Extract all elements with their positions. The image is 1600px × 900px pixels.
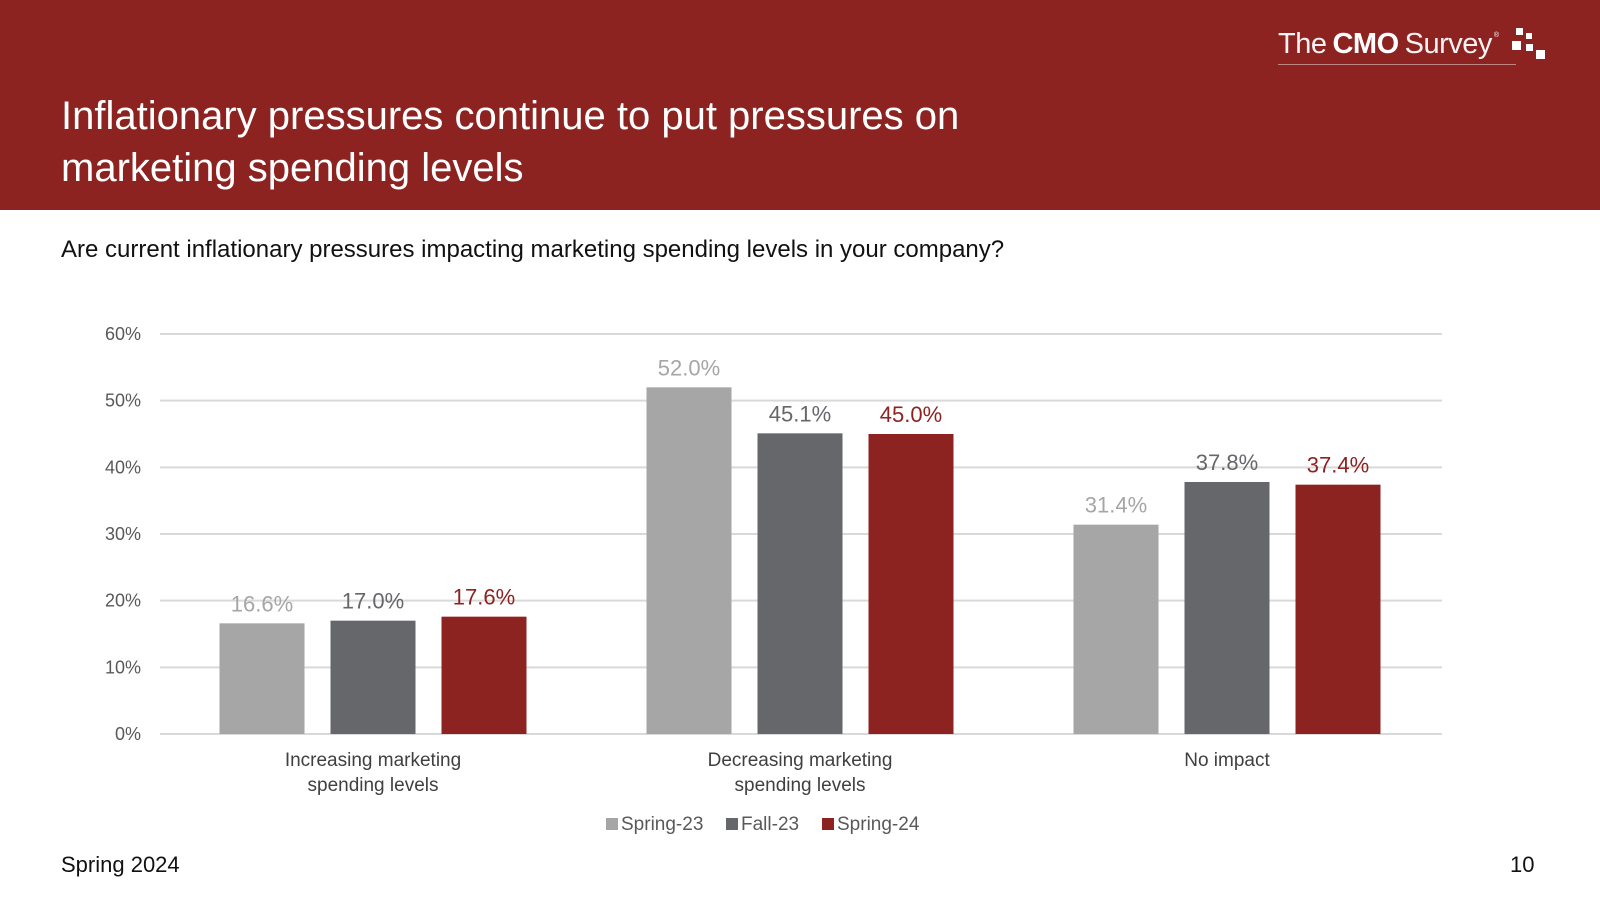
bar-chart: 0% 10% 20% 30% 40% 50% 60% 16.6% 52.0% 31.4% 17.0%…: [105, 324, 1442, 835]
logo-registered-mark: ®: [1493, 32, 1499, 39]
page-number: 10: [1510, 852, 1535, 877]
legend-label: Fall-23: [741, 814, 799, 835]
x-category-label-line: Increasing marketing: [285, 750, 461, 771]
data-label: 45.1%: [769, 401, 831, 426]
data-label: 16.6%: [231, 591, 293, 616]
x-category-label-line: spending levels: [308, 775, 439, 796]
x-category-label-line: Decreasing marketing: [708, 750, 893, 771]
legend-swatch: [822, 818, 834, 830]
legend-swatch: [606, 818, 618, 830]
legend-swatch: [726, 818, 738, 830]
bar: [330, 620, 416, 734]
bar: [1295, 484, 1381, 734]
survey-question: Are current inflationary pressures impac…: [61, 236, 1005, 263]
bar: [1073, 524, 1159, 734]
y-tick-label: 0%: [115, 724, 141, 744]
page-title: Inflationary pressures continue to put p…: [61, 94, 960, 190]
x-category-label-line: No impact: [1184, 750, 1270, 771]
data-label: 37.8%: [1196, 450, 1258, 475]
legend-label: Spring-24: [837, 814, 920, 835]
cmo-survey-logo: The CMO Survey ®: [1278, 28, 1499, 68]
legend-label: Spring-23: [621, 814, 703, 835]
logo-text-cmo: CMO: [1332, 28, 1399, 60]
y-tick-label: 60%: [105, 324, 141, 344]
header-banner: Inflationary pressures continue to put p…: [0, 0, 1600, 210]
logo-text-survey: Survey: [1404, 28, 1493, 60]
bar: [441, 616, 527, 734]
data-label: 31.4%: [1085, 493, 1147, 518]
bar: [1184, 482, 1270, 734]
logo-squares-icon: [1512, 28, 1548, 64]
x-category-label-line: spending levels: [735, 775, 866, 796]
logo-text-the: The: [1278, 28, 1327, 60]
y-tick-label: 30%: [105, 524, 141, 544]
logo-underline: [1278, 64, 1516, 65]
y-tick-label: 40%: [105, 457, 141, 477]
y-tick-label: 20%: [105, 591, 141, 611]
bar: [219, 623, 305, 734]
bar: [646, 387, 732, 734]
data-label: 37.4%: [1307, 453, 1369, 478]
x-category-label: Decreasing marketing spending levels: [708, 750, 893, 796]
y-tick-label: 10%: [105, 657, 141, 677]
y-tick-label: 50%: [105, 391, 141, 411]
data-label: 17.6%: [453, 585, 515, 610]
data-label: 45.0%: [880, 402, 942, 427]
data-label: 17.0%: [342, 589, 404, 614]
x-category-label: No impact: [1184, 750, 1270, 771]
bar: [757, 433, 843, 734]
footer-edition: Spring 2024: [61, 852, 180, 877]
data-label: 52.0%: [658, 355, 720, 380]
bar: [868, 434, 954, 734]
x-category-label: Increasing marketing spending levels: [285, 750, 461, 796]
